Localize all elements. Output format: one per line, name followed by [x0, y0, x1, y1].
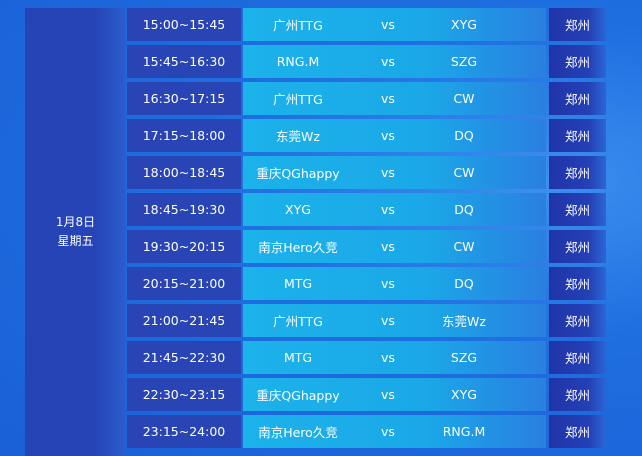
match-teams: 南京Hero久竞 vs RNG.M [243, 415, 546, 448]
match-row: 15:00~15:45 广州TTG vs XYG 郑州 [127, 8, 606, 41]
match-row: 21:45~22:30 MTG vs SZG 郑州 [127, 341, 606, 374]
team-1: RNG.M [276, 54, 320, 69]
team-2: DQ [454, 128, 474, 143]
match-city: 郑州 [549, 415, 606, 448]
team-2: XYG [451, 387, 477, 402]
match-city: 郑州 [549, 378, 606, 411]
vs-label: vs [381, 165, 395, 180]
match-teams: 东莞Wz vs DQ [243, 119, 546, 152]
team-1: 重庆QGhappy [256, 166, 340, 181]
match-time: 21:00~21:45 [127, 304, 241, 337]
team-2: CW [453, 239, 475, 254]
match-row: 21:00~21:45 广州TTG vs 东莞Wz 郑州 [127, 304, 606, 337]
match-city: 郑州 [549, 193, 606, 226]
vs-label: vs [381, 17, 395, 32]
match-city: 郑州 [549, 156, 606, 189]
match-row: 23:15~24:00 南京Hero久竞 vs RNG.M 郑州 [127, 415, 606, 448]
team-2: SZG [450, 350, 478, 365]
team-1: XYG [285, 202, 311, 217]
match-time: 17:15~18:00 [127, 119, 241, 152]
match-time: 18:00~18:45 [127, 156, 241, 189]
match-time: 15:00~15:45 [127, 8, 241, 41]
match-time: 18:45~19:30 [127, 193, 241, 226]
team-1: 南京Hero久竞 [258, 425, 338, 440]
vs-label: vs [381, 424, 395, 439]
vs-label: vs [381, 313, 395, 328]
vs-label: vs [381, 91, 395, 106]
vs-label: vs [381, 128, 395, 143]
match-time: 23:15~24:00 [127, 415, 241, 448]
vs-label: vs [381, 54, 395, 69]
match-teams: 重庆QGhappy vs XYG [243, 378, 546, 411]
match-row: 18:45~19:30 XYG vs DQ 郑州 [127, 193, 606, 226]
team-1: 南京Hero久竞 [258, 240, 338, 255]
vs-label: vs [381, 239, 395, 254]
vs-label: vs [381, 350, 395, 365]
date-weekday: 星期五 [57, 234, 94, 248]
match-city: 郑州 [549, 267, 606, 300]
match-city: 郑州 [549, 341, 606, 374]
match-teams: 广州TTG vs XYG [243, 8, 546, 41]
match-teams: MTG vs DQ [243, 267, 546, 300]
match-teams: XYG vs DQ [243, 193, 546, 226]
match-city: 郑州 [549, 304, 606, 337]
match-time: 21:45~22:30 [127, 341, 241, 374]
match-teams: RNG.M vs SZG [243, 45, 546, 78]
match-time: 16:30~17:15 [127, 82, 241, 115]
match-city: 郑州 [549, 8, 606, 41]
match-time: 19:30~20:15 [127, 230, 241, 263]
team-1: 东莞Wz [276, 129, 320, 144]
match-row: 15:45~16:30 RNG.M vs SZG 郑州 [127, 45, 606, 78]
vs-label: vs [381, 276, 395, 291]
team-2: 东莞Wz [442, 314, 486, 329]
match-teams: 南京Hero久竞 vs CW [243, 230, 546, 263]
match-city: 郑州 [549, 45, 606, 78]
team-1: 重庆QGhappy [256, 388, 340, 403]
schedule-table: 15:00~15:45 广州TTG vs XYG 郑州 15:45~16:30 R… [127, 8, 606, 452]
match-row: 22:30~23:15 重庆QGhappy vs XYG 郑州 [127, 378, 606, 411]
date-cell: 1月8日 星期五 [25, 8, 126, 456]
team-2: DQ [454, 276, 474, 291]
match-city: 郑州 [549, 119, 606, 152]
match-row: 19:30~20:15 南京Hero久竞 vs CW 郑州 [127, 230, 606, 263]
match-city: 郑州 [549, 230, 606, 263]
vs-label: vs [381, 202, 395, 217]
team-2: DQ [454, 202, 474, 217]
match-time: 20:15~21:00 [127, 267, 241, 300]
match-teams: 广州TTG vs CW [243, 82, 546, 115]
match-row: 20:15~21:00 MTG vs DQ 郑州 [127, 267, 606, 300]
match-row: 17:15~18:00 东莞Wz vs DQ 郑州 [127, 119, 606, 152]
match-teams: 广州TTG vs 东莞Wz [243, 304, 546, 337]
match-teams: MTG vs SZG [243, 341, 546, 374]
team-2: CW [453, 165, 475, 180]
match-time: 22:30~23:15 [127, 378, 241, 411]
match-row: 18:00~18:45 重庆QGhappy vs CW 郑州 [127, 156, 606, 189]
team-1: 广州TTG [273, 18, 323, 33]
team-1: 广州TTG [273, 314, 323, 329]
team-2: SZG [450, 54, 478, 69]
team-2: RNG.M [442, 424, 486, 439]
team-2: CW [453, 91, 475, 106]
date-day: 1月8日 [55, 215, 96, 229]
match-row: 16:30~17:15 广州TTG vs CW 郑州 [127, 82, 606, 115]
team-1: 广州TTG [273, 92, 323, 107]
match-time: 15:45~16:30 [127, 45, 241, 78]
team-2: XYG [451, 17, 477, 32]
team-1: MTG [283, 350, 313, 365]
team-1: MTG [283, 276, 313, 291]
match-teams: 重庆QGhappy vs CW [243, 156, 546, 189]
vs-label: vs [381, 387, 395, 402]
match-city: 郑州 [549, 82, 606, 115]
